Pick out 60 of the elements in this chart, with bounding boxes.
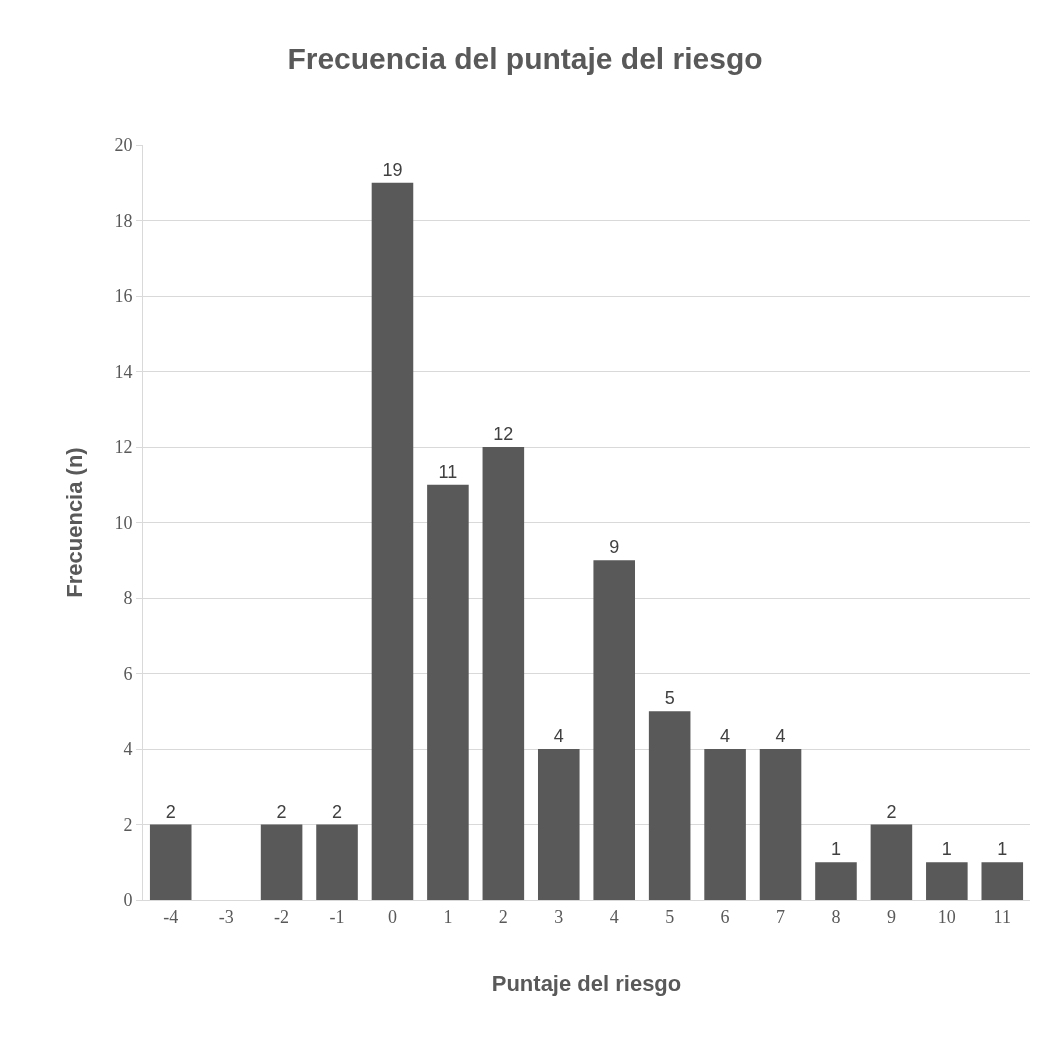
bar: [704, 749, 746, 900]
bar: [815, 862, 857, 900]
x-tick-label: 4: [609, 906, 619, 927]
bar: [149, 824, 192, 900]
data-label: 12: [493, 424, 514, 444]
x-tick-label: 5: [665, 906, 675, 927]
x-axis-title: Puntaje del riesgo: [491, 971, 682, 997]
bar: [870, 824, 913, 900]
x-tick-label: -2: [274, 906, 290, 927]
data-label: 4: [553, 726, 564, 746]
x-tick-label: 1: [443, 906, 453, 927]
data-label: 19: [382, 159, 403, 180]
data-label: 1: [830, 839, 841, 860]
bar: [427, 484, 469, 900]
x-tick-label: 2: [498, 906, 508, 927]
y-tick-label: 2: [123, 814, 133, 835]
y-tick-label: 12: [114, 437, 133, 458]
bar: [759, 749, 802, 900]
y-tick-label: 4: [123, 739, 133, 760]
bar: [981, 862, 1024, 900]
x-tick-label: 9: [886, 906, 896, 927]
x-tick-label: -3: [218, 906, 234, 927]
y-tick-label: 0: [123, 890, 133, 911]
x-tick-label: 6: [720, 906, 730, 927]
bar: [316, 824, 358, 900]
data-label: 4: [775, 726, 786, 746]
bar: [648, 711, 691, 900]
bar: [537, 749, 580, 900]
data-label: 5: [664, 688, 675, 709]
bar: [371, 182, 414, 900]
x-tick-label: 0: [387, 906, 397, 927]
bar: [926, 862, 968, 900]
data-label: 1: [997, 839, 1008, 860]
y-axis-title: Frecuencia (n): [62, 447, 88, 598]
x-tick-label: 7: [776, 906, 786, 927]
y-tick-label: 10: [114, 512, 133, 533]
y-tick-label: 14: [114, 361, 133, 382]
x-tick-label: 11: [993, 906, 1011, 927]
x-tick-label: 3: [554, 906, 564, 927]
y-tick-label: 16: [114, 286, 133, 307]
data-label: 2: [886, 801, 897, 822]
bar: [260, 824, 303, 900]
x-tick-label: 8: [831, 906, 841, 927]
data-label: 4: [720, 726, 731, 746]
y-tick-label: 20: [114, 135, 133, 156]
data-label: 9: [609, 537, 620, 558]
bar: [593, 560, 636, 900]
y-tick-label: 8: [123, 588, 133, 609]
chart-title: Frecuencia del puntaje del riesgo: [287, 41, 763, 75]
x-tick-label: 10: [937, 906, 956, 927]
x-tick-label: -1: [329, 906, 345, 927]
data-label: 2: [165, 801, 176, 822]
x-tick-label: -4: [163, 906, 179, 927]
y-tick-label: 6: [123, 663, 133, 684]
data-label: 11: [438, 461, 458, 482]
data-label: 1: [941, 839, 952, 860]
data-label: 2: [276, 801, 287, 822]
y-tick-label: 18: [114, 210, 133, 231]
bar: [482, 447, 525, 900]
data-label: 2: [332, 801, 343, 822]
